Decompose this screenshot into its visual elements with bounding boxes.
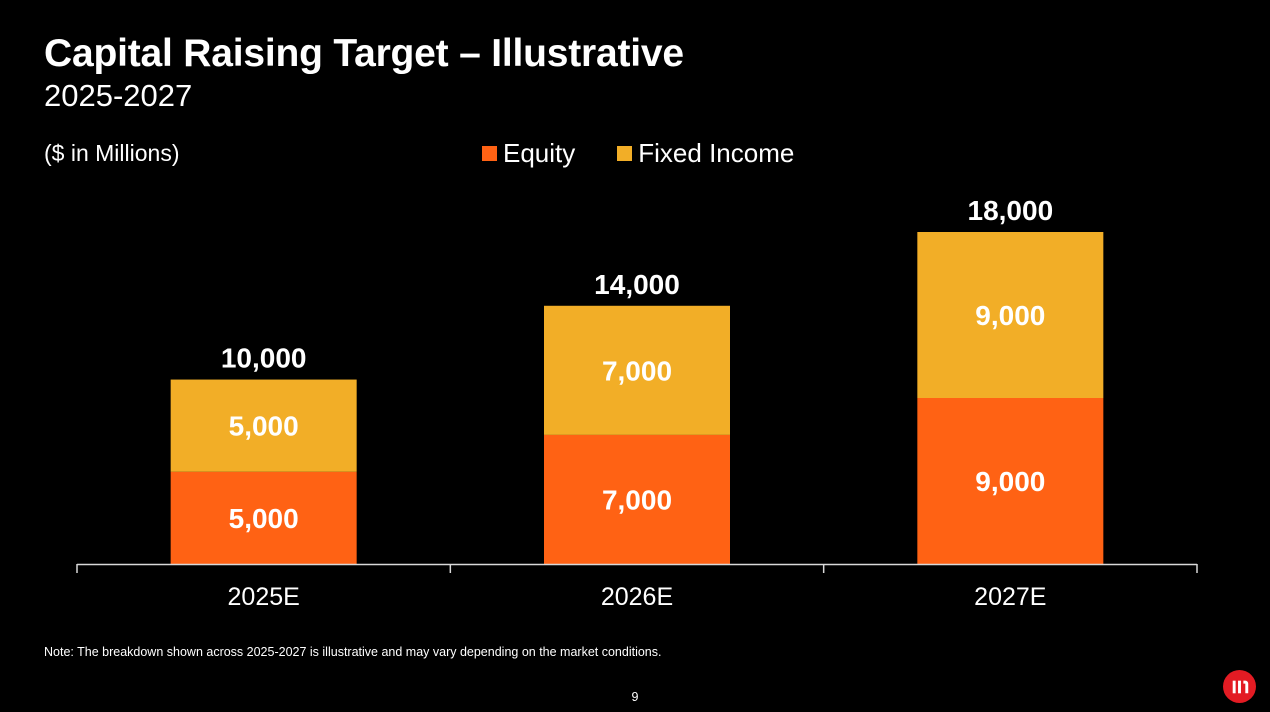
footnote: Note: The breakdown shown across 2025-20… xyxy=(44,645,662,659)
bar-fixed-income-2027e xyxy=(917,232,1104,398)
logo-bar-1 xyxy=(1232,680,1236,694)
bar-equity-2027e xyxy=(917,398,1104,564)
legend-swatch-equity xyxy=(482,146,497,161)
slide-title: Capital Raising Target – Illustrative xyxy=(44,32,684,75)
logo-bar-2 xyxy=(1238,680,1241,694)
total-label-2026e: 14,000 xyxy=(594,269,680,300)
legend-label-fixed-income: Fixed Income xyxy=(638,138,795,168)
bar-equity-2026e xyxy=(544,434,730,564)
bar-fixed-income-2025e xyxy=(170,379,357,472)
legend-item-fixed-income: Fixed Income xyxy=(617,138,794,169)
page-number: 9 xyxy=(631,690,639,704)
total-label-2025e: 10,000 xyxy=(221,343,307,374)
x-tick-label-2027e: 2027E xyxy=(974,583,1046,611)
bar-fixed-income-2026e xyxy=(544,305,730,435)
data-label-fixed-income-2027e: 9,000 xyxy=(975,300,1045,331)
chart-legend: Equity Fixed Income xyxy=(482,138,836,169)
total-label-2027e: 18,000 xyxy=(968,195,1054,226)
slide-subtitle: 2025-2027 xyxy=(44,78,193,113)
x-tick-label-2026e: 2026E xyxy=(601,583,673,611)
data-label-equity-2025e: 5,000 xyxy=(229,503,299,534)
legend-item-equity: Equity xyxy=(482,138,575,169)
brand-logo-icon xyxy=(1223,670,1256,703)
legend-label-equity: Equity xyxy=(503,138,576,168)
logo-arch xyxy=(1243,680,1249,694)
bar-equity-2025e xyxy=(170,471,357,564)
data-label-equity-2026e: 7,000 xyxy=(602,484,672,515)
data-label-equity-2027e: 9,000 xyxy=(975,466,1045,497)
data-label-fixed-income-2025e: 5,000 xyxy=(229,411,299,442)
legend-swatch-fixed-income xyxy=(617,146,633,161)
x-tick-label-2025e: 2025E xyxy=(228,583,300,611)
data-label-fixed-income-2026e: 7,000 xyxy=(602,355,672,386)
units-label: ($ in Millions) xyxy=(44,140,180,166)
